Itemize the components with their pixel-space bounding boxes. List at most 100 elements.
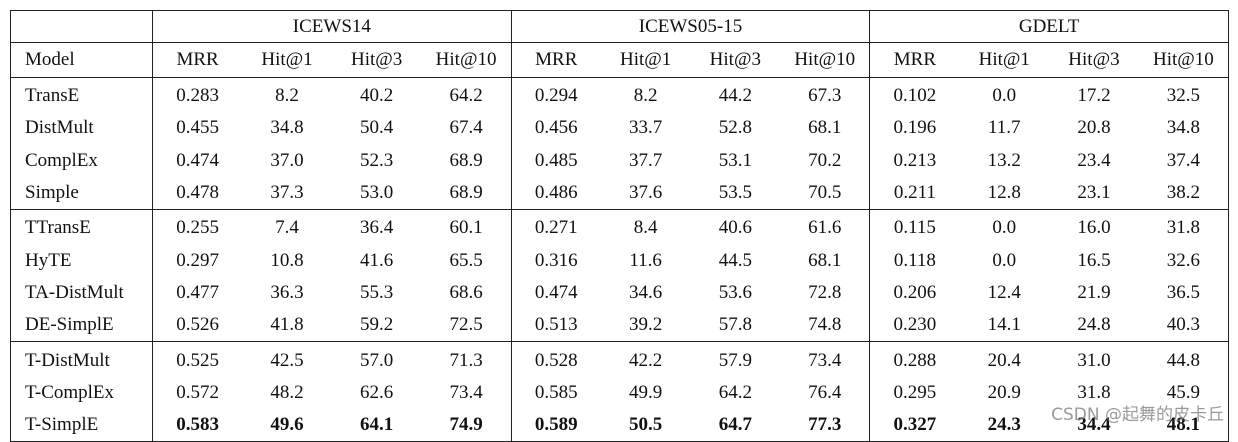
metric-cell: 0.0: [992, 217, 1017, 239]
metric-cell: 20.9: [987, 381, 1021, 403]
metric-cell: 0.288: [869, 341, 960, 377]
metric-cell: 37.4: [1138, 144, 1229, 177]
table-row: T-ComplEx 0.572 48.2 62.6 73.4 0.585 49.9 64.2 7…: [10, 376, 1229, 409]
metric-cell: 11.6: [629, 249, 662, 271]
model-name: DE-SimplE: [10, 309, 153, 342]
metric-cell: 8.4: [633, 217, 658, 239]
metric-cell: 48.2: [270, 381, 304, 403]
metric-cell: 77.3: [808, 414, 842, 436]
metric-cell: 32.6: [1138, 244, 1229, 277]
metric-cell: 64.2: [449, 85, 483, 107]
metric-cell: 0.526: [176, 314, 219, 336]
metric-cell: 0.294: [510, 77, 601, 113]
metric-cell: 40.2: [360, 85, 394, 107]
metric-cell: 0.115: [869, 209, 960, 245]
table-row: Simple 0.478 37.3 53.0 68.9 0.486 37.6 53.5 70.5…: [10, 176, 1229, 210]
metric-cell: 52.8: [718, 117, 752, 139]
metric-cell: 0.255: [176, 217, 219, 239]
metric-cell: 39.2: [629, 314, 663, 336]
metric-cell: 73.4: [449, 381, 483, 403]
metric-cell: 34.8: [270, 117, 304, 139]
metric-cell: 32.5: [1138, 77, 1229, 113]
metric-cell: 40.6: [718, 217, 752, 239]
metric-cell: 52.3: [360, 149, 394, 171]
metric-cell: 23.4: [1077, 149, 1111, 171]
model-name: Simple: [10, 176, 153, 210]
column-header: Hit@3: [690, 42, 781, 78]
metric-cell: 0.572: [176, 381, 219, 403]
metric-cell: 49.6: [270, 414, 304, 436]
metric-cell: 72.8: [808, 281, 842, 303]
group-header: GDELT: [869, 10, 1229, 43]
page: ICEWS14 ICEWS05-15 GDELT Model MRR Hit@1 Hit@…: [10, 10, 1229, 442]
metric-cell: 50.5: [629, 414, 663, 436]
metric-cell: 57.8: [718, 314, 752, 336]
column-header: Hit@3: [331, 42, 422, 78]
metric-cell: 0.583: [176, 414, 219, 436]
column-header: MRR: [152, 42, 243, 78]
metric-cell: 24.3: [987, 414, 1021, 436]
column-row: Model MRR Hit@1 Hit@3 Hit@10 MRR Hit@1 Hit@3 Hit…: [10, 42, 1229, 78]
metric-cell: 41.6: [360, 249, 394, 271]
metric-cell: 11.7: [988, 117, 1021, 139]
metric-cell: 44.8: [1138, 341, 1229, 377]
model-name: TransE: [10, 77, 153, 113]
metric-cell: 23.1: [1077, 182, 1111, 204]
column-header: Hit@1: [959, 42, 1050, 78]
column-header: MRR: [510, 42, 601, 78]
metric-cell: 0.102: [869, 77, 960, 113]
metric-cell: 33.7: [629, 117, 663, 139]
metric-cell: 34.8: [1138, 112, 1229, 145]
model-name: ComplEx: [10, 144, 153, 177]
metric-cell: 64.1: [360, 414, 394, 436]
row-group: T-DistMult 0.525 42.5 57.0 71.3 0.528 42.2 57.9…: [10, 341, 1229, 442]
metric-cell: 0.271: [510, 209, 601, 245]
metric-cell: 42.2: [629, 349, 663, 371]
metric-cell: 44.2: [718, 85, 752, 107]
metric-cell: 64.2: [718, 381, 752, 403]
metric-cell: 0.0: [992, 249, 1017, 271]
group-header: ICEWS05-15: [510, 10, 870, 43]
metric-cell: 55.3: [360, 281, 394, 303]
metric-cell: 0.213: [869, 144, 960, 177]
metric-cell: 74.9: [449, 414, 483, 436]
metric-cell: 36.5: [1138, 276, 1229, 310]
metric-cell: 17.2: [1077, 85, 1111, 107]
metric-cell: 0.478: [176, 182, 219, 204]
metric-cell: 67.3: [808, 85, 842, 107]
results-table: ICEWS14 ICEWS05-15 GDELT Model MRR Hit@1 Hit@…: [10, 10, 1229, 442]
metric-cell: 16.0: [1077, 217, 1111, 239]
table-row: DE-SimplE 0.526 41.8 59.2 72.5 0.513 39.2 57.8 7…: [10, 309, 1229, 342]
column-header: Hit@3: [1049, 42, 1139, 78]
metric-cell: 37.0: [270, 149, 304, 171]
metric-cell: 8.2: [275, 85, 299, 107]
metric-cell: 0.585: [510, 376, 601, 409]
metric-cell: 0.297: [176, 249, 219, 271]
metric-cell: 0.589: [510, 408, 601, 442]
metric-cell: 62.6: [360, 381, 394, 403]
metric-cell: 37.7: [629, 149, 663, 171]
metric-cell: 36.4: [360, 217, 394, 239]
metric-cell: 0.283: [176, 85, 219, 107]
metric-cell: 34.6: [629, 281, 663, 303]
metric-cell: 31.8: [1077, 381, 1111, 403]
metric-cell: 68.1: [808, 249, 842, 271]
metric-cell: 34.4: [1077, 414, 1111, 436]
metric-cell: 70.5: [808, 182, 842, 204]
metric-cell: 14.1: [987, 314, 1021, 336]
metric-cell: 0.230: [869, 309, 960, 342]
metric-cell: 40.3: [1138, 309, 1229, 342]
metric-cell: 0.486: [510, 176, 601, 210]
metric-cell: 0.513: [510, 309, 601, 342]
metric-cell: 0.474: [176, 149, 219, 171]
metric-cell: 73.4: [808, 349, 842, 371]
row-group: TransE 0.283 8.2 40.2 64.2 0.294 8.2 44.2 67.3 0.…: [10, 77, 1229, 210]
metric-cell: 68.9: [449, 149, 483, 171]
row-group: TTransE 0.255 7.4 36.4 60.1 0.271 8.4 40.6 61.6 0…: [10, 209, 1229, 342]
model-name: TA-DistMult: [10, 276, 153, 310]
metric-cell: 57.0: [360, 349, 394, 371]
metric-cell: 53.0: [360, 182, 394, 204]
metric-cell: 45.9: [1138, 376, 1229, 409]
table-row: TTransE 0.255 7.4 36.4 60.1 0.271 8.4 40.6 61.6 0…: [10, 209, 1229, 245]
metric-cell: 74.8: [808, 314, 842, 336]
